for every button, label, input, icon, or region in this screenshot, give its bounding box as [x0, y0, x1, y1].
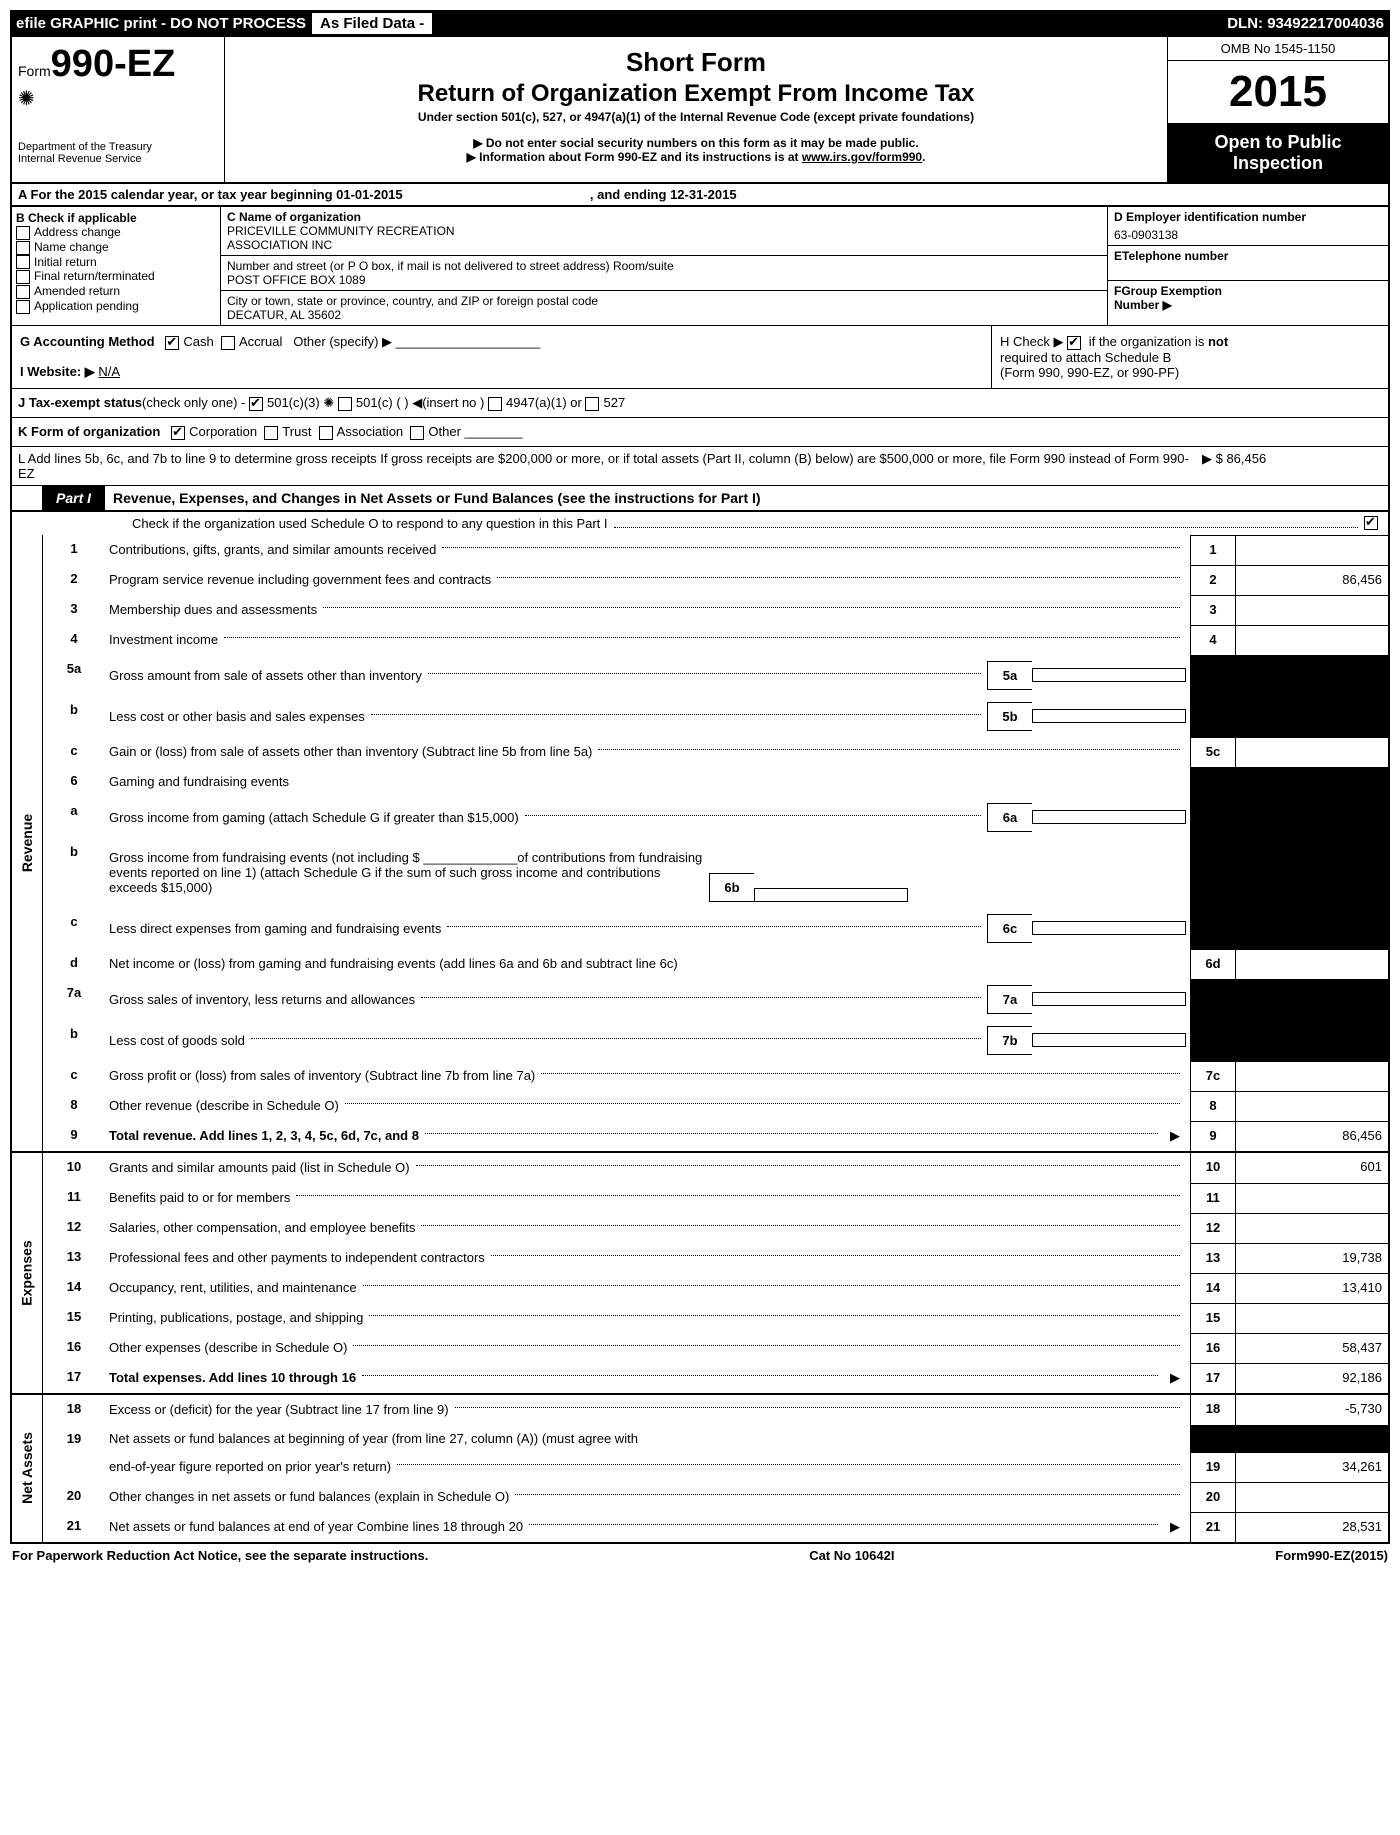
checkbox-assoc[interactable]	[319, 426, 333, 440]
side-label-revenue: Revenue	[12, 535, 43, 1151]
page-footer: For Paperwork Reduction Act Notice, see …	[10, 1544, 1390, 1567]
checkbox-corp[interactable]	[171, 426, 185, 440]
row-h-schedule-b: H Check ▶ if the organization is not req…	[991, 326, 1388, 388]
col-c-org-info: C Name of organization PRICEVILLE COMMUN…	[221, 207, 1108, 325]
form-number: Form990-EZ	[18, 43, 218, 86]
val-19: 34,261	[1236, 1452, 1388, 1482]
checkbox-527[interactable]	[585, 397, 599, 411]
under-section: Under section 501(c), 527, or 4947(a)(1)…	[233, 110, 1159, 124]
as-filed-box: As Filed Data -	[312, 13, 432, 34]
checkbox-name[interactable]	[16, 241, 30, 255]
checkbox-schedule-b[interactable]	[1067, 336, 1081, 350]
org-name-2: ASSOCIATION INC	[227, 238, 1101, 252]
section-bcdef: B Check if applicable Address change Nam…	[10, 207, 1390, 325]
ein: 63-0903138	[1114, 228, 1382, 242]
checkbox-application[interactable]	[16, 300, 30, 314]
checkbox-address[interactable]	[16, 226, 30, 240]
checkbox-amended[interactable]	[16, 285, 30, 299]
val-13: 19,738	[1236, 1243, 1388, 1273]
irs-link[interactable]: www.irs.gov/form990	[802, 150, 922, 164]
info-note: ▶ Information about Form 990-EZ and its …	[233, 150, 1159, 164]
expenses-table: Expenses 10Grants and similar amounts pa…	[10, 1153, 1390, 1395]
dept-irs: Internal Revenue Service	[18, 153, 218, 165]
checkbox-4947[interactable]	[488, 397, 502, 411]
val-9: 86,456	[1236, 1121, 1388, 1151]
dept-treasury: Department of the Treasury	[18, 141, 218, 153]
group-exemption: FGroup Exemption Number ▶	[1114, 284, 1382, 312]
part-1-header: Part I Revenue, Expenses, and Changes in…	[10, 485, 1390, 512]
revenue-table: Revenue 1Contributions, gifts, grants, a…	[10, 535, 1390, 1153]
tax-year: 2015	[1168, 61, 1388, 124]
side-label-expenses: Expenses	[12, 1153, 43, 1393]
checkbox-501c3[interactable]	[249, 397, 263, 411]
row-l-gross-receipts: L Add lines 5b, 6c, and 7b to line 9 to …	[10, 446, 1390, 485]
checkbox-schedule-o[interactable]	[1364, 516, 1378, 530]
side-label-netassets: Net Assets	[12, 1395, 43, 1542]
checkbox-cash[interactable]	[165, 336, 179, 350]
checkbox-accrual[interactable]	[221, 336, 235, 350]
short-form-title: Short Form	[233, 47, 1159, 78]
ssn-note: ▶ Do not enter social security numbers o…	[233, 136, 1159, 150]
top-bar: efile GRAPHIC print - DO NOT PROCESS As …	[10, 10, 1390, 37]
gross-receipts-amount: ▶ $ 86,456	[1196, 447, 1388, 485]
val-2: 86,456	[1236, 565, 1388, 595]
col-b-checkboxes: B Check if applicable Address change Nam…	[12, 207, 221, 325]
street: POST OFFICE BOX 1089	[227, 273, 1101, 287]
checkbox-trust[interactable]	[264, 426, 278, 440]
val-18: -5,730	[1236, 1395, 1388, 1425]
val-17: 92,186	[1236, 1363, 1388, 1393]
checkbox-initial[interactable]	[16, 255, 30, 269]
row-g-accounting: G Accounting Method Cash Accrual Other (…	[20, 334, 983, 350]
checkbox-other-org[interactable]	[410, 426, 424, 440]
form-header: Form990-EZ ✺ Department of the Treasury …	[10, 37, 1390, 184]
val-16: 58,437	[1236, 1333, 1388, 1363]
row-k-org-form: K Form of organization Corporation Trust…	[10, 417, 1390, 446]
row-a-tax-year: A For the 2015 calendar year, or tax yea…	[10, 184, 1390, 207]
val-10: 601	[1236, 1153, 1388, 1183]
checkbox-final[interactable]	[16, 270, 30, 284]
return-title: Return of Organization Exempt From Incom…	[233, 80, 1159, 108]
row-j-tax-exempt: J Tax-exempt status(check only one) - 50…	[10, 388, 1390, 417]
val-21: 28,531	[1236, 1512, 1388, 1542]
open-public: Open to Public Inspection	[1168, 124, 1388, 182]
net-assets-table: Net Assets 18Excess or (deficit) for the…	[10, 1395, 1390, 1544]
omb-number: OMB No 1545-1150	[1168, 37, 1388, 61]
dln: DLN: 93492217004036	[1227, 15, 1384, 32]
check-schedule-o: Check if the organization used Schedule …	[10, 512, 1390, 535]
org-name-1: PRICEVILLE COMMUNITY RECREATION	[227, 224, 1101, 238]
checkbox-501c[interactable]	[338, 397, 352, 411]
row-i-website: I Website: ▶ N/A	[20, 364, 983, 380]
col-def: D Employer identification number 63-0903…	[1108, 207, 1388, 325]
form-ref: Form990-EZ(2015)	[1275, 1548, 1388, 1563]
efile-label: efile GRAPHIC print - DO NOT PROCESS	[16, 15, 306, 32]
section-gh: G Accounting Method Cash Accrual Other (…	[10, 325, 1390, 388]
cat-no: Cat No 10642I	[809, 1548, 894, 1563]
city-state-zip: DECATUR, AL 35602	[227, 308, 1101, 322]
val-14: 13,410	[1236, 1273, 1388, 1303]
